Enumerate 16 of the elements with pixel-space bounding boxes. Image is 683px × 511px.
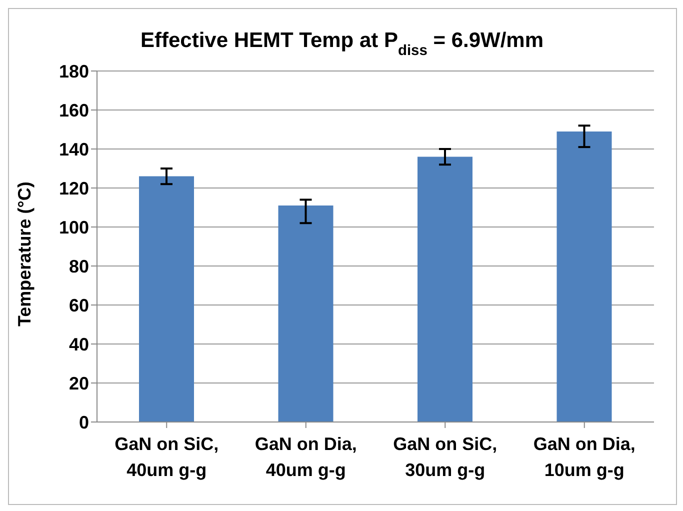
y-tick-label: 60 (68, 295, 89, 316)
y-axis-title: Temperature (°C) (14, 182, 34, 326)
x-tick-label: GaN on Dia, 10um g-g (533, 434, 636, 480)
chart-title: Effective HEMT Temp at P$_{diss}$ = 6.9W/mm (140, 29, 544, 59)
y-tick-label: 120 (58, 178, 89, 198)
y-tick-label: 140 (58, 139, 89, 160)
y-tick-label: 40 (68, 334, 89, 354)
x-tick-label: GaN on SiC, 40um g-g (114, 434, 219, 480)
x-tick-label: GaN on Dia, 40um g-g (254, 434, 357, 480)
y-tick-label: 20 (68, 373, 89, 394)
y-tick-label: 80 (68, 256, 89, 276)
x-tick-label: GaN on SiC, 30um g-g (393, 434, 498, 480)
y-tick-label: 100 (58, 217, 89, 238)
y-tick-label: 0 (78, 412, 89, 432)
y-tick-label: 160 (58, 100, 89, 120)
y-tick-label: 180 (58, 61, 89, 82)
